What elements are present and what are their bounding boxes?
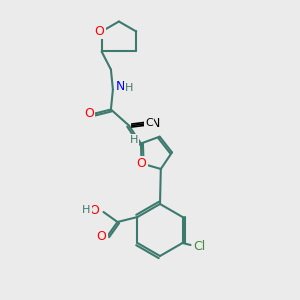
Text: O: O: [84, 107, 94, 120]
Text: H: H: [82, 205, 91, 215]
Text: N: N: [116, 80, 126, 93]
Text: N: N: [151, 117, 160, 130]
Text: H: H: [130, 136, 138, 146]
Text: O: O: [89, 203, 99, 217]
Text: O: O: [94, 25, 104, 38]
Text: O: O: [137, 157, 146, 170]
Text: H: H: [125, 83, 133, 94]
Text: O: O: [97, 230, 106, 242]
Text: Cl: Cl: [194, 239, 206, 253]
Text: C: C: [145, 118, 153, 128]
